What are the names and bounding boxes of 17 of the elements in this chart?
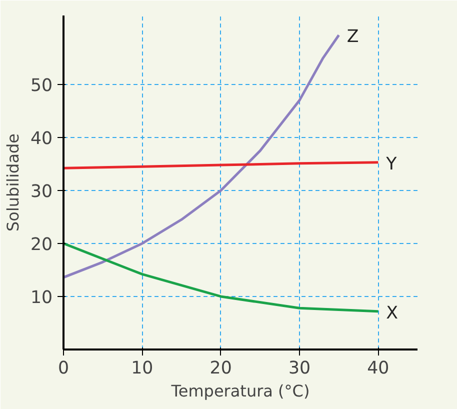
x-axis-title: Temperatura (°C) bbox=[170, 382, 310, 400]
series-label: Y bbox=[385, 154, 398, 174]
y-tick-label: 10 bbox=[30, 288, 53, 308]
x-tick-label: 10 bbox=[131, 358, 154, 378]
series-label: Z bbox=[346, 27, 359, 48]
y-tick-label: 20 bbox=[30, 234, 53, 255]
x-tick-label: 40 bbox=[367, 358, 390, 378]
line-series bbox=[64, 242, 380, 313]
y-tick-label: 40 bbox=[30, 128, 53, 149]
line-series bbox=[64, 34, 340, 279]
y-tick-label: 30 bbox=[30, 182, 53, 202]
y-tick-label: 50 bbox=[30, 76, 53, 96]
x-tick-label: 30 bbox=[288, 358, 311, 378]
x-tick-label: 0 bbox=[58, 358, 70, 378]
x-tick-label: 20 bbox=[210, 358, 232, 378]
y-axis-title: Solubilidade bbox=[3, 134, 22, 232]
series-label: X bbox=[386, 303, 398, 324]
